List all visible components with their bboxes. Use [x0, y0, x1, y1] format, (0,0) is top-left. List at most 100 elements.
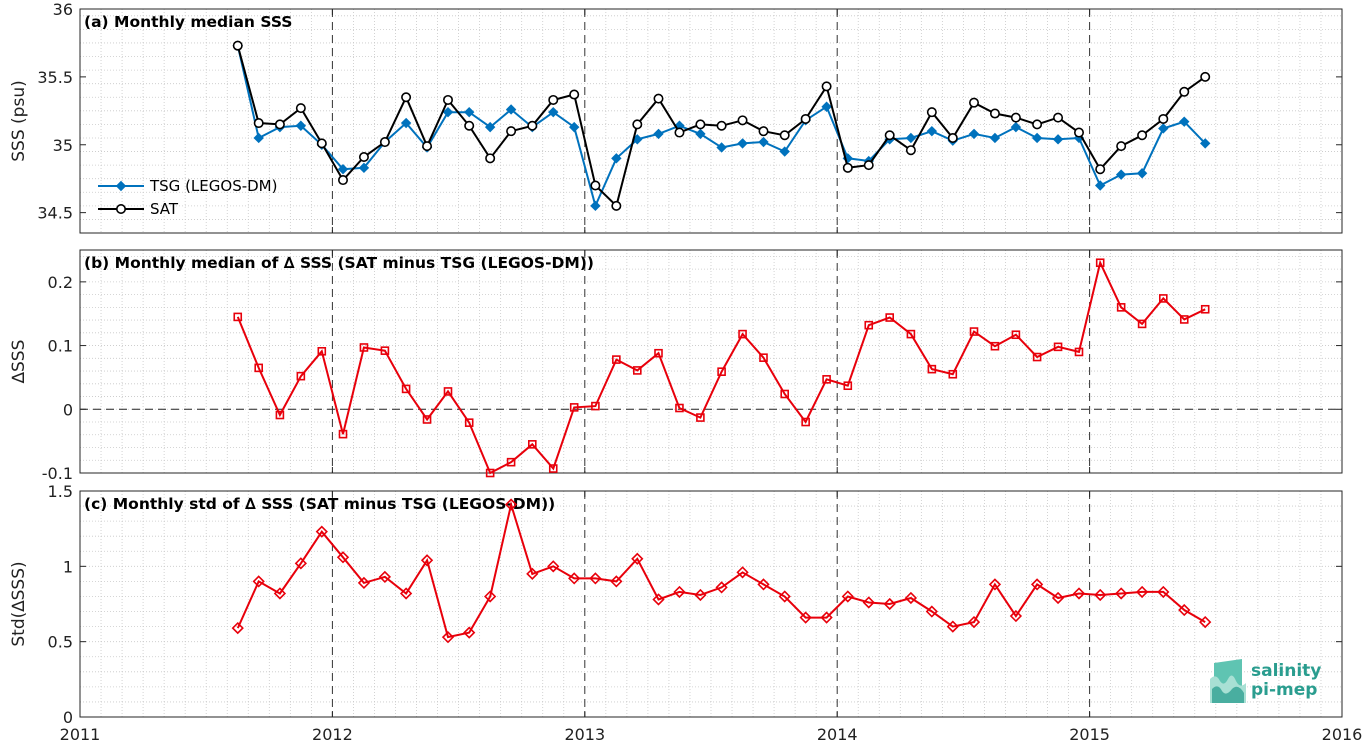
- data-point: [611, 200, 622, 211]
- data-point: [358, 151, 369, 162]
- data-point: [464, 120, 475, 131]
- data-point: [968, 128, 980, 140]
- data-point: [843, 381, 853, 391]
- data-point: [906, 329, 916, 339]
- data-point: [737, 138, 748, 149]
- data-point: [442, 94, 453, 105]
- series-sat: [232, 40, 1211, 211]
- data-point: [611, 153, 622, 164]
- grid: [80, 491, 1342, 717]
- data-point: [926, 125, 938, 137]
- data-point: [1158, 123, 1169, 134]
- data-point: [695, 119, 706, 130]
- data-point: [883, 597, 896, 611]
- data-point: [315, 525, 328, 538]
- data-point: [338, 175, 349, 186]
- legend-label: TSG (LEGOS-DM): [149, 177, 277, 195]
- grid: [80, 250, 1342, 473]
- data-point: [632, 366, 642, 375]
- data-point: [652, 593, 665, 606]
- data-point: [252, 575, 265, 588]
- data-point: [379, 137, 390, 148]
- panel-c-std-delta-sss: 0 0.5 1 1.5 Std(∆SSS) (c) Monthly std of ∆ SS…: [9, 482, 1343, 727]
- data-point: [925, 605, 938, 618]
- legend-label: SAT: [150, 200, 179, 218]
- data-point: [231, 621, 244, 635]
- data-point: [400, 117, 412, 129]
- data-point: [485, 468, 495, 478]
- data-point: [715, 581, 728, 594]
- data-point: [590, 200, 601, 212]
- data-point: [716, 120, 727, 131]
- data-point: [568, 121, 580, 133]
- data-point: [337, 163, 349, 175]
- data-point: [295, 120, 307, 131]
- data-point: [841, 590, 854, 603]
- data-point: [757, 578, 770, 591]
- data-point: [1116, 141, 1127, 152]
- data-point: [1135, 585, 1149, 599]
- data-point: [885, 313, 894, 322]
- data-point: [1179, 315, 1189, 324]
- data-point: [422, 141, 433, 152]
- data-point: [612, 355, 621, 364]
- data-point: [926, 107, 937, 118]
- data-point: [905, 132, 917, 144]
- data-point: [884, 130, 895, 141]
- data-point: [485, 153, 496, 164]
- data-point: [548, 106, 559, 118]
- logo-line-1: salinity: [1251, 661, 1322, 681]
- data-point: [1137, 130, 1148, 141]
- data-point: [1159, 294, 1168, 303]
- y-tick-label: 35: [53, 136, 73, 155]
- data-point: [695, 128, 706, 140]
- data-point: [568, 572, 581, 585]
- data-point: [232, 40, 243, 51]
- data-point: [273, 587, 287, 600]
- y-tick-label: 0: [63, 400, 73, 419]
- y-tick-label: 1: [63, 557, 73, 576]
- x-tick-label: 2016: [1322, 725, 1363, 744]
- data-point: [736, 566, 749, 579]
- y-tick-label: 34.5: [37, 204, 73, 223]
- data-point: [296, 371, 306, 381]
- data-point: [654, 348, 663, 358]
- data-point: [336, 551, 350, 564]
- plot-area: [80, 491, 1342, 717]
- data-point: [758, 136, 769, 148]
- data-point: [799, 611, 812, 624]
- series-line: [236, 259, 1206, 475]
- data-point: [274, 119, 285, 130]
- data-point: [506, 457, 516, 467]
- legend-marker: [115, 180, 127, 192]
- data-point: [1051, 591, 1065, 605]
- data-point: [1094, 180, 1106, 191]
- data-point: [233, 312, 243, 322]
- x-tick-label: 2012: [312, 725, 353, 744]
- data-point: [1010, 121, 1022, 133]
- data-point: [506, 126, 517, 137]
- data-point: [380, 346, 390, 355]
- data-point: [1095, 164, 1106, 175]
- data-point: [1009, 609, 1023, 623]
- data-point: [275, 410, 285, 420]
- y-axis-label: SSS (psu): [9, 80, 29, 161]
- axes-frame: [79, 249, 1343, 474]
- data-point: [253, 118, 264, 129]
- data-point: [694, 588, 707, 602]
- data-point: [1115, 169, 1127, 180]
- data-point: [1116, 303, 1126, 312]
- data-point: [359, 343, 369, 352]
- data-point: [254, 363, 263, 373]
- data-point: [569, 403, 579, 412]
- data-point: [632, 119, 643, 130]
- data-point: [653, 128, 664, 140]
- data-point: [969, 327, 979, 336]
- data-point: [484, 590, 497, 603]
- data-point: [905, 145, 916, 156]
- data-point: [696, 413, 705, 422]
- data-point: [1031, 132, 1043, 144]
- y-tick-label: 0: [63, 708, 73, 727]
- y-tick-label: 36: [53, 0, 73, 19]
- data-point: [1199, 615, 1212, 629]
